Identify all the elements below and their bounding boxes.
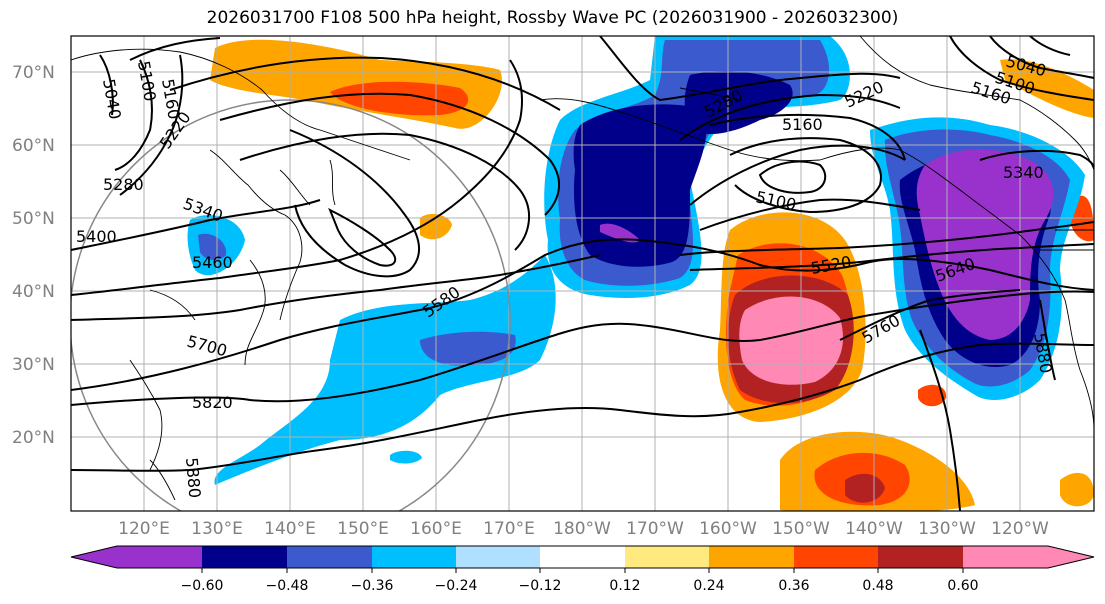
lon-label: 160°E bbox=[410, 519, 462, 539]
contour-label: 5340 bbox=[1003, 163, 1044, 182]
colorbar-tick-labels: −0.60 −0.48 −0.36 −0.24 −0.12 0.12 0.24 … bbox=[181, 578, 979, 594]
colorbar-segment bbox=[878, 546, 963, 568]
lon-label: 120°W bbox=[991, 519, 1049, 539]
anomaly-region bbox=[198, 233, 227, 260]
longitude-labels: 120°E 130°E 140°E 150°E 160°E 170°E 180°… bbox=[118, 519, 1049, 539]
colorbar-segment bbox=[625, 546, 709, 568]
lon-label: 140°W bbox=[845, 519, 903, 539]
colorbar-outline bbox=[70, 545, 1095, 569]
colorbar-tick-label: 0.24 bbox=[693, 578, 724, 594]
region-circle bbox=[71, 99, 511, 511]
colorbar-tick-label: 0.60 bbox=[947, 578, 978, 594]
lon-label: 180°W bbox=[553, 519, 611, 539]
anomaly-region bbox=[918, 384, 947, 407]
colorbar-segment bbox=[709, 546, 794, 568]
contour-label: 5880 bbox=[182, 457, 204, 499]
colorbar-segment bbox=[202, 546, 287, 568]
lon-label: 120°E bbox=[118, 519, 170, 539]
contour-label: 5160 bbox=[782, 115, 823, 134]
figure-title: 2026031700 F108 500 hPa height, Rossby W… bbox=[206, 8, 899, 28]
colorbar-segment bbox=[963, 546, 1094, 568]
colorbar-tick-label: −0.12 bbox=[519, 578, 562, 594]
lon-label: 160°W bbox=[699, 519, 757, 539]
lon-label: 170°W bbox=[626, 519, 684, 539]
anomaly-region bbox=[739, 296, 843, 385]
latitude-labels: 70°N 60°N 50°N 40°N 30°N 20°N bbox=[12, 63, 55, 448]
lon-label: 130°E bbox=[191, 519, 243, 539]
lat-label: 30°N bbox=[12, 355, 55, 375]
anomaly-region bbox=[390, 450, 422, 464]
colorbar-tick-label: −0.60 bbox=[181, 578, 224, 594]
colorbar-tick-label: −0.36 bbox=[351, 578, 394, 594]
anomaly-region bbox=[214, 255, 556, 485]
anomaly-region bbox=[1060, 472, 1094, 507]
lon-label: 150°W bbox=[772, 519, 830, 539]
contour-label: 5400 bbox=[76, 227, 117, 246]
lat-label: 40°N bbox=[12, 282, 55, 302]
colorbar-segment bbox=[372, 546, 456, 568]
colorbar-segment bbox=[71, 546, 202, 568]
lat-label: 20°N bbox=[12, 428, 55, 448]
colorbar-ticks bbox=[201, 568, 964, 573]
colorbar-tick-label: 0.36 bbox=[778, 578, 809, 594]
height-contours bbox=[71, 36, 1094, 511]
anomaly-region bbox=[1000, 59, 1094, 118]
shading-layer bbox=[187, 36, 1094, 511]
anomaly-region bbox=[573, 104, 707, 267]
lon-label: 170°E bbox=[483, 519, 535, 539]
lon-label: 150°E bbox=[337, 519, 389, 539]
colorbar-tick-label: 0.12 bbox=[609, 578, 640, 594]
colorbar-segment bbox=[540, 546, 625, 568]
lat-label: 60°N bbox=[12, 136, 55, 156]
contour-label: 5280 bbox=[103, 175, 144, 194]
lat-label: 50°N bbox=[12, 209, 55, 229]
colorbar-tick-label: 0.48 bbox=[862, 578, 893, 594]
lon-label: 130°W bbox=[918, 519, 976, 539]
anomaly-region bbox=[684, 71, 793, 135]
anomaly-region bbox=[916, 149, 1054, 340]
colorbar-segment bbox=[794, 546, 878, 568]
colorbar-segment bbox=[456, 546, 540, 568]
anomaly-region bbox=[845, 473, 885, 503]
contour-label: 5820 bbox=[192, 393, 233, 412]
colorbar: −0.60 −0.48 −0.36 −0.24 −0.12 0.12 0.24 … bbox=[70, 545, 1095, 594]
map-frame bbox=[70, 35, 1095, 512]
lat-label: 70°N bbox=[12, 63, 55, 83]
gridlines bbox=[71, 36, 1094, 511]
anomaly-region bbox=[600, 223, 640, 243]
lon-label: 140°E bbox=[264, 519, 316, 539]
contour-label: 5460 bbox=[192, 253, 233, 272]
colorbar-tick-label: −0.24 bbox=[435, 578, 478, 594]
colorbar-segment bbox=[287, 546, 372, 568]
anomaly-region bbox=[330, 81, 469, 116]
colorbar-tick-label: −0.48 bbox=[266, 578, 309, 594]
